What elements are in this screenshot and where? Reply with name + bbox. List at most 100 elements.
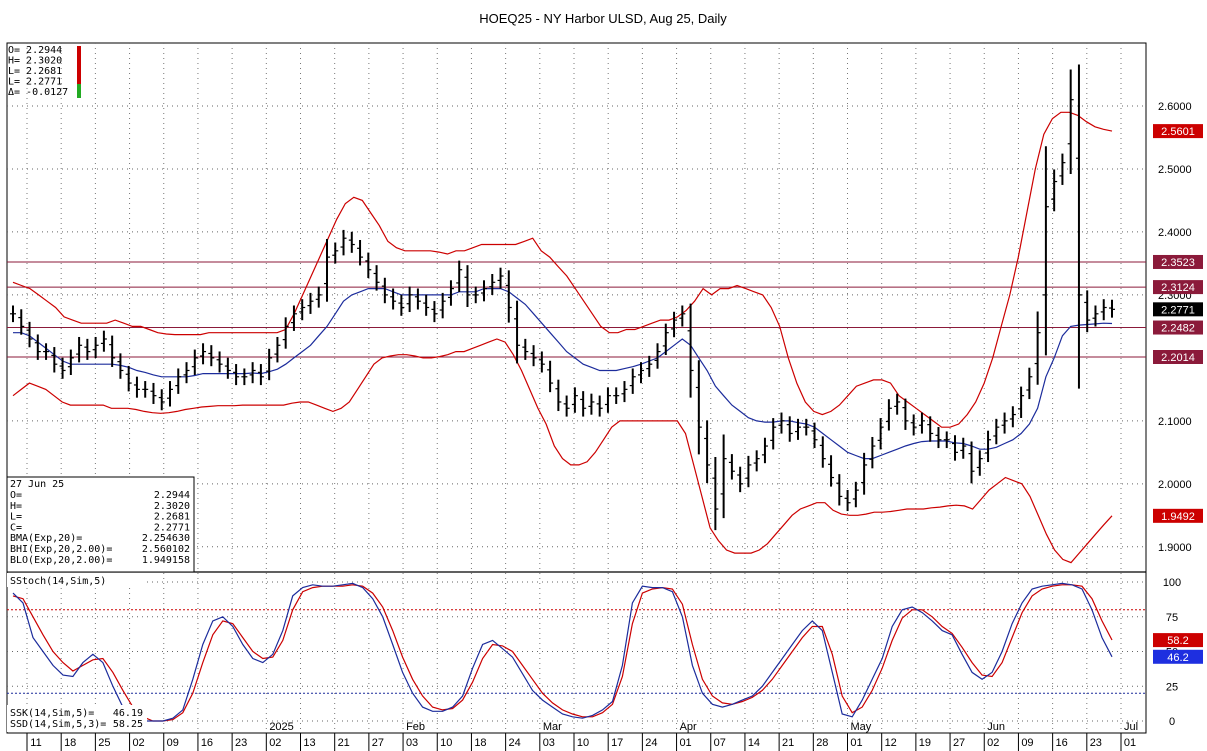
ohlc-readout-line: H= 2.3020: [8, 56, 62, 67]
price-tag: [1153, 254, 1203, 269]
x-day-label: 24: [645, 737, 657, 749]
price-tick-label: 2.1000: [1158, 416, 1192, 428]
x-day-label: 02: [132, 737, 144, 749]
x-day-label: 02: [987, 737, 999, 749]
info-value: 2.2771: [154, 522, 190, 533]
price-tick-label: 2.0000: [1158, 479, 1192, 491]
x-day-label: 09: [1021, 737, 1033, 749]
x-day-label: 19: [919, 737, 931, 749]
x-month-label: Jul: [1124, 721, 1138, 733]
ohlc-change-bar: [77, 84, 81, 98]
price-tag-label: 2.2482: [1161, 323, 1195, 335]
x-day-label: 12: [885, 737, 897, 749]
price-tag-label: 2.3124: [1161, 282, 1195, 294]
stoch-value: 58.25: [113, 719, 143, 730]
price-tag: [1153, 508, 1203, 523]
ohlc-range-bar: [77, 46, 81, 84]
ohlc-readout-line: L= 2.2771: [8, 77, 62, 88]
info-value: 2.254630: [142, 533, 190, 544]
stoch-tick-label: 75: [1166, 612, 1178, 624]
x-day-label: 23: [235, 737, 247, 749]
info-value: 2.3020: [154, 501, 190, 512]
price-tag-label: 2.2771: [1161, 304, 1195, 316]
x-day-label: 23: [1090, 737, 1102, 749]
info-label: BHI(Exp,20,2.00)=: [10, 544, 112, 555]
stoch-tick-label: 25: [1166, 681, 1178, 693]
info-value: 2.2681: [154, 512, 190, 523]
ohlc-readout-line: O= 2.2944: [8, 45, 62, 56]
info-label: BLO(Exp,20,2.00)=: [10, 555, 112, 566]
price-tag: [1153, 320, 1203, 335]
info-value: 2.560102: [142, 544, 190, 555]
price-tag-label: 1.9492: [1161, 511, 1195, 523]
x-month-label: May: [851, 721, 872, 733]
x-day-label: 27: [372, 737, 384, 749]
info-label: O=: [10, 490, 22, 501]
info-label: L=: [10, 512, 22, 523]
info-label: BMA(Exp,20)=: [10, 533, 82, 544]
stoch-readout-box: [7, 705, 147, 732]
x-day-label: 13: [303, 737, 315, 749]
stoch-label: SSK(14,Sim,5)=: [10, 708, 94, 719]
x-day-label: 16: [1056, 737, 1068, 749]
price-tag: [1153, 349, 1203, 364]
ohlc-readout-line: L= 2.2681: [8, 66, 62, 77]
info-label: H=: [10, 501, 22, 512]
x-day-label: 25: [98, 737, 110, 749]
ssd-line: [12, 584, 1113, 722]
info-date: 27 Jun 25: [10, 479, 64, 490]
x-day-label: 09: [167, 737, 179, 749]
x-day-label: 24: [509, 737, 521, 749]
stoch-tick-label: 0: [1169, 716, 1175, 728]
price-tick-label: 2.6000: [1158, 101, 1192, 113]
x-day-label: 01: [1124, 737, 1136, 749]
price-tag-label: 2.2014: [1161, 352, 1195, 364]
x-month-label: Jun: [987, 721, 1005, 733]
x-month-label: Feb: [406, 721, 425, 733]
x-day-label: 17: [611, 737, 623, 749]
x-day-label: 07: [714, 737, 726, 749]
price-tag: [1153, 280, 1203, 295]
price-tag: [1153, 124, 1203, 139]
price-tag: [1153, 302, 1203, 317]
info-label: C=: [10, 522, 22, 533]
x-day-label: 10: [440, 737, 452, 749]
bollinger-upper-line: [12, 111, 1113, 428]
stoch-panel-frame: [6, 571, 1147, 734]
x-day-label: 27: [953, 737, 965, 749]
x-month-label: Mar: [543, 721, 562, 733]
x-day-label: 14: [748, 737, 760, 749]
stoch-tag-label: 58.2: [1167, 635, 1188, 647]
x-day-label: 03: [543, 737, 555, 749]
info-value: 1.949158: [142, 555, 190, 566]
stoch-tag: [1153, 649, 1203, 664]
stoch-tag-label: 46.2: [1167, 652, 1188, 664]
stoch-title: SStoch(14,Sim,5): [10, 576, 106, 587]
x-day-label: 18: [474, 737, 486, 749]
x-day-label: 21: [782, 737, 794, 749]
info-value: 2.2944: [154, 490, 190, 501]
x-day-label: 02: [269, 737, 281, 749]
info-box: [6, 476, 195, 573]
price-tick-label: 1.9000: [1158, 542, 1192, 554]
stoch-tag: [1153, 633, 1203, 648]
stoch-title-box: [7, 573, 147, 587]
x-month-label: 2025: [269, 721, 293, 733]
chart-title: HOEQ25 - NY Harbor ULSD, Aug 25, Daily: [479, 11, 727, 26]
x-day-label: 01: [679, 737, 691, 749]
ohlc-readout-line: Δ= -0.0127: [8, 87, 68, 98]
x-day-label: 28: [816, 737, 828, 749]
x-day-label: 16: [201, 737, 213, 749]
stoch-tick-label: 100: [1163, 577, 1181, 589]
x-day-label: 21: [338, 737, 350, 749]
price-tick-label: 2.4000: [1158, 227, 1192, 239]
x-day-label: 18: [64, 737, 76, 749]
x-month-label: Apr: [680, 721, 697, 733]
x-day-label: 03: [406, 737, 418, 749]
price-tag-label: 2.3523: [1161, 257, 1195, 269]
price-tag-label: 2.5601: [1161, 126, 1195, 138]
bollinger-lower-line: [12, 338, 1113, 564]
bollinger-mid-line: [13, 288, 1113, 460]
x-day-label: 01: [850, 737, 862, 749]
